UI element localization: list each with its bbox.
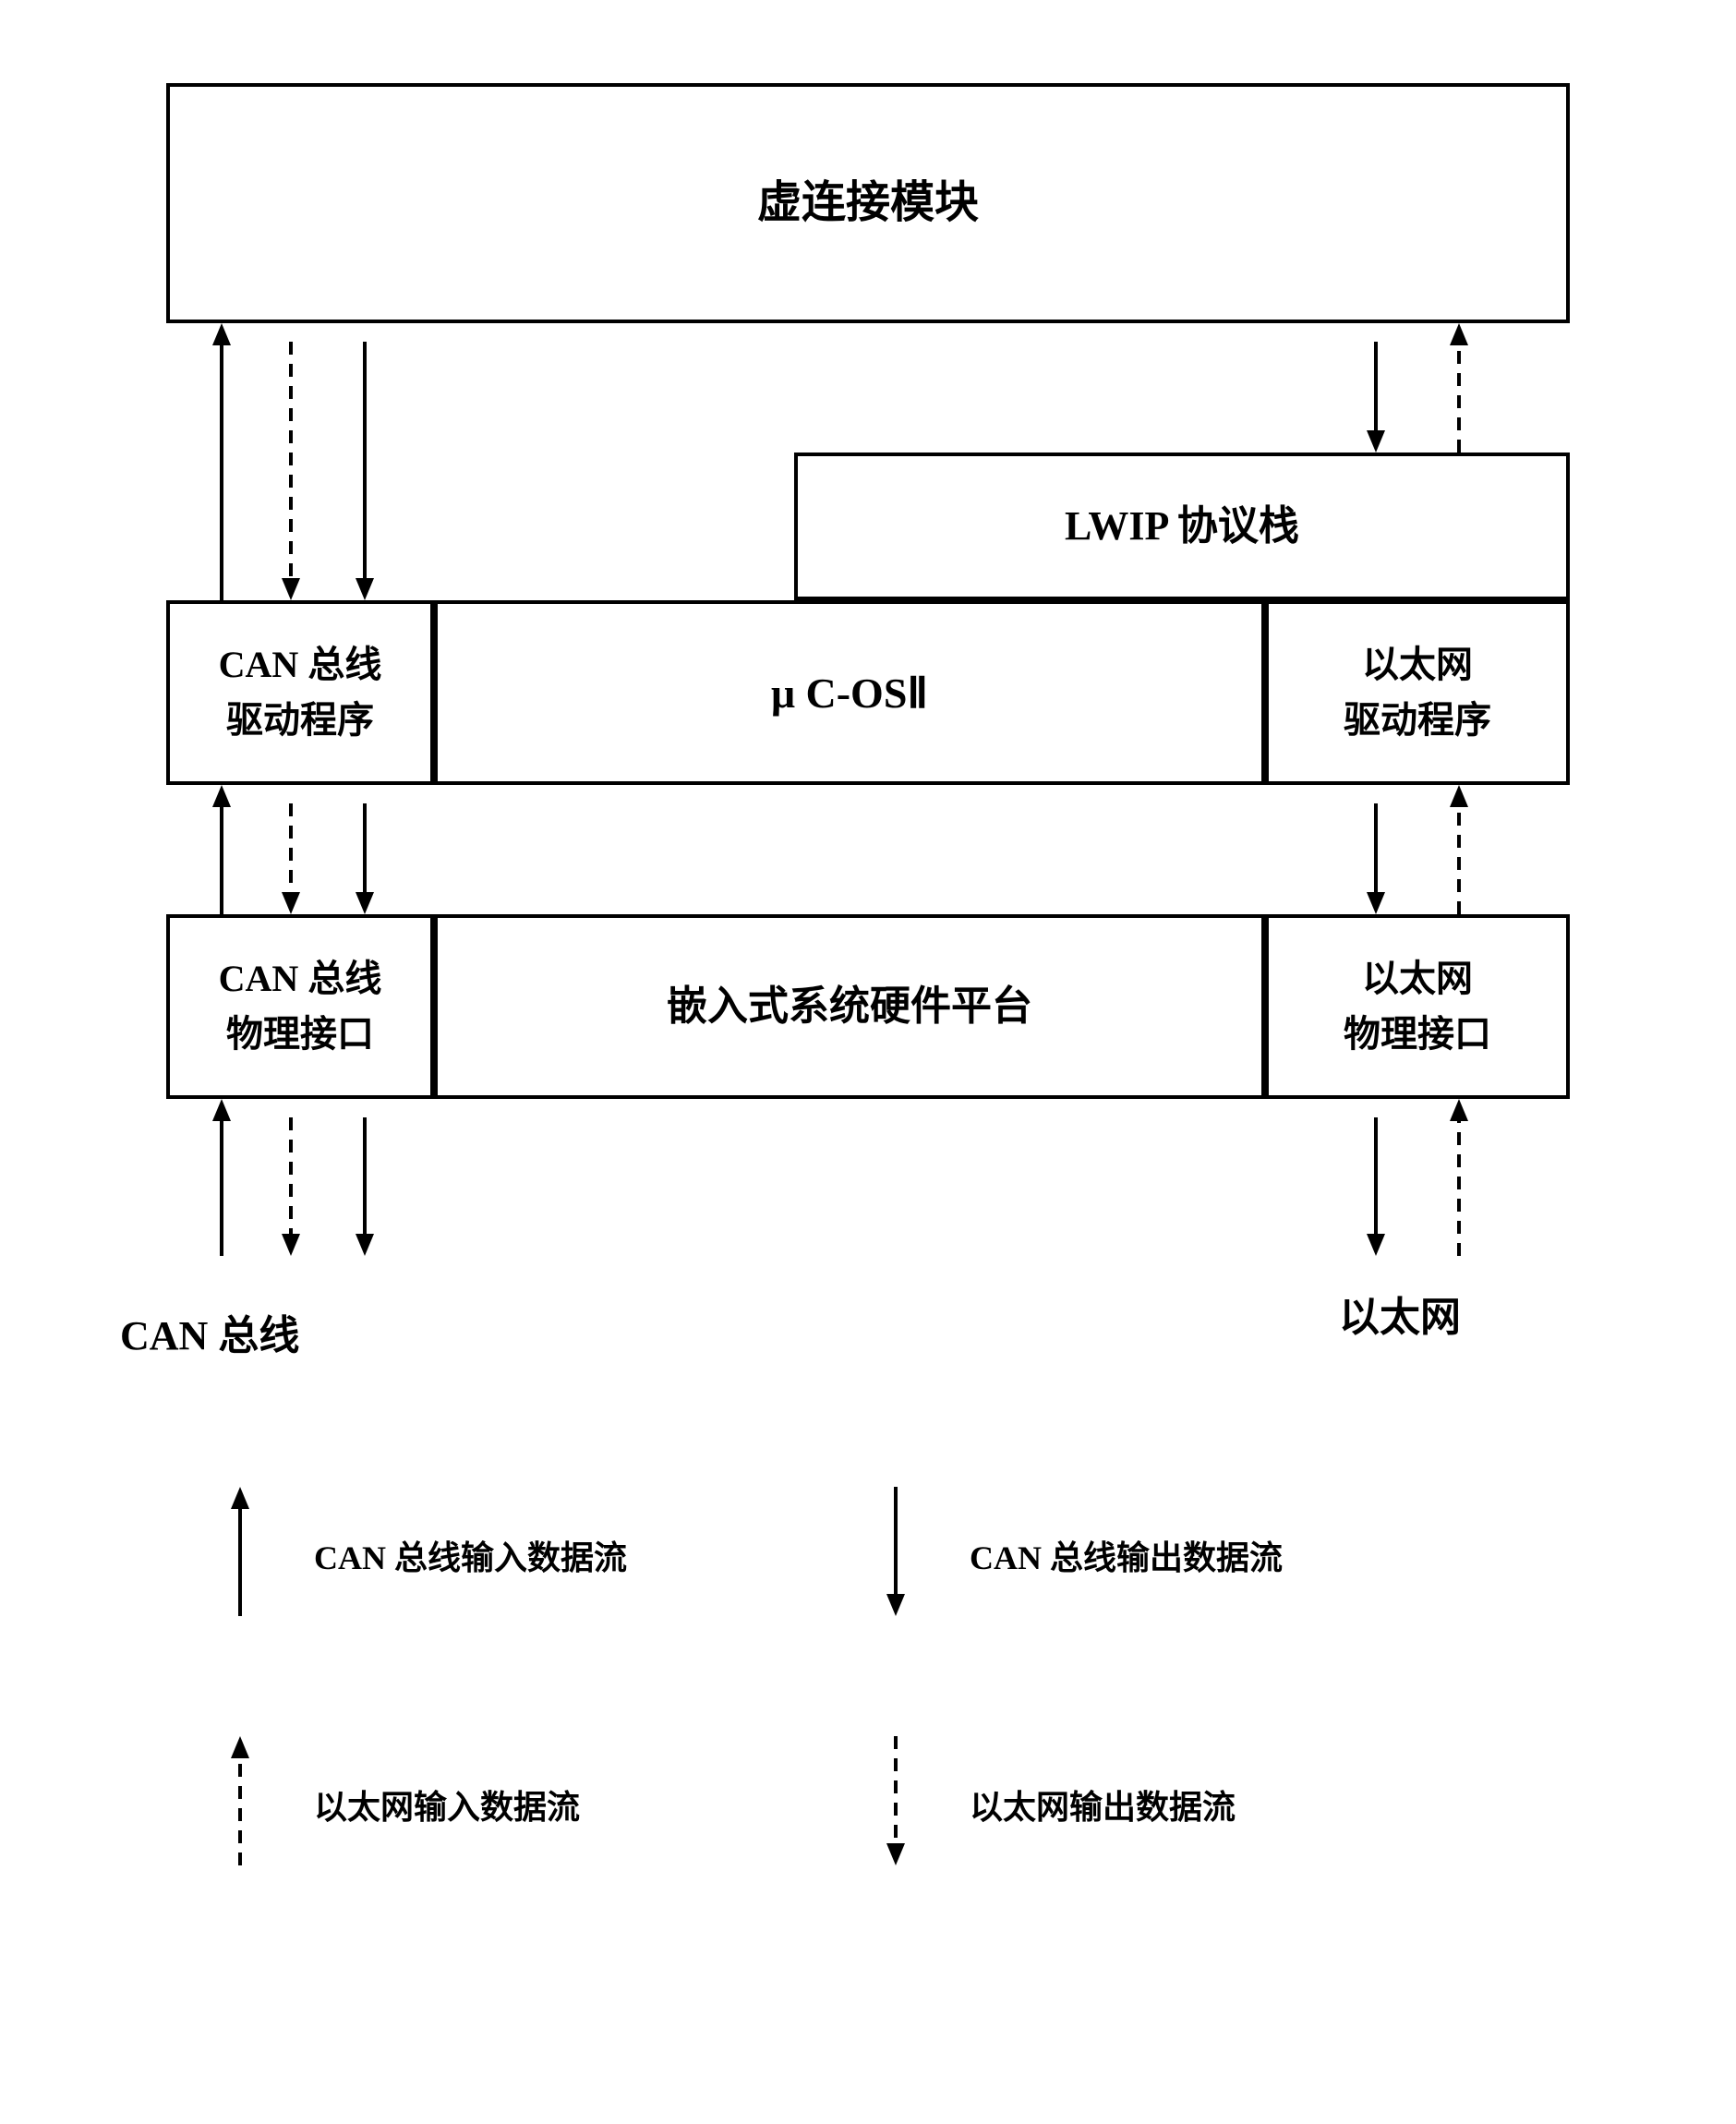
box-can-driver: CAN 总线 驱动程序: [166, 600, 434, 785]
label-eth-phy: 以太网 物理接口: [1344, 951, 1491, 1062]
legend-eth-input: 以太网输入数据流: [314, 1780, 580, 1828]
box-lwip: LWIP 协议栈: [794, 453, 1570, 600]
legend-can-input: CAN 总线输入数据流: [314, 1531, 627, 1579]
label-ucos: μ C-OSⅡ: [771, 661, 928, 725]
label-can-driver: CAN 总线 驱动程序: [219, 637, 382, 748]
box-can-phy: CAN 总线 物理接口: [166, 914, 434, 1099]
label-hw-platform: 嵌入式系统硬件平台: [667, 976, 1032, 1037]
legend-can-output: CAN 总线输出数据流: [970, 1531, 1283, 1579]
box-eth-driver: 以太网 驱动程序: [1265, 600, 1570, 785]
label-virtual-connection: 虚连接模块: [757, 170, 979, 236]
box-eth-phy: 以太网 物理接口: [1265, 914, 1570, 1099]
legend-eth-output: 以太网输出数据流: [970, 1780, 1236, 1828]
label-eth-driver: 以太网 驱动程序: [1344, 637, 1491, 748]
box-ucos: μ C-OSⅡ: [434, 600, 1265, 785]
label-ethernet: 以太网: [1339, 1284, 1461, 1343]
label-lwip: LWIP 协议栈: [1065, 496, 1299, 557]
system-diagram: 虚连接模块 LWIP 协议栈 CAN 总线 驱动程序 μ C-OSⅡ 以太网 驱…: [166, 83, 1570, 2022]
label-can-phy: CAN 总线 物理接口: [219, 951, 382, 1062]
box-virtual-connection: 虚连接模块: [166, 83, 1570, 323]
box-hw-platform: 嵌入式系统硬件平台: [434, 914, 1265, 1099]
label-can-bus: CAN 总线: [120, 1302, 299, 1361]
